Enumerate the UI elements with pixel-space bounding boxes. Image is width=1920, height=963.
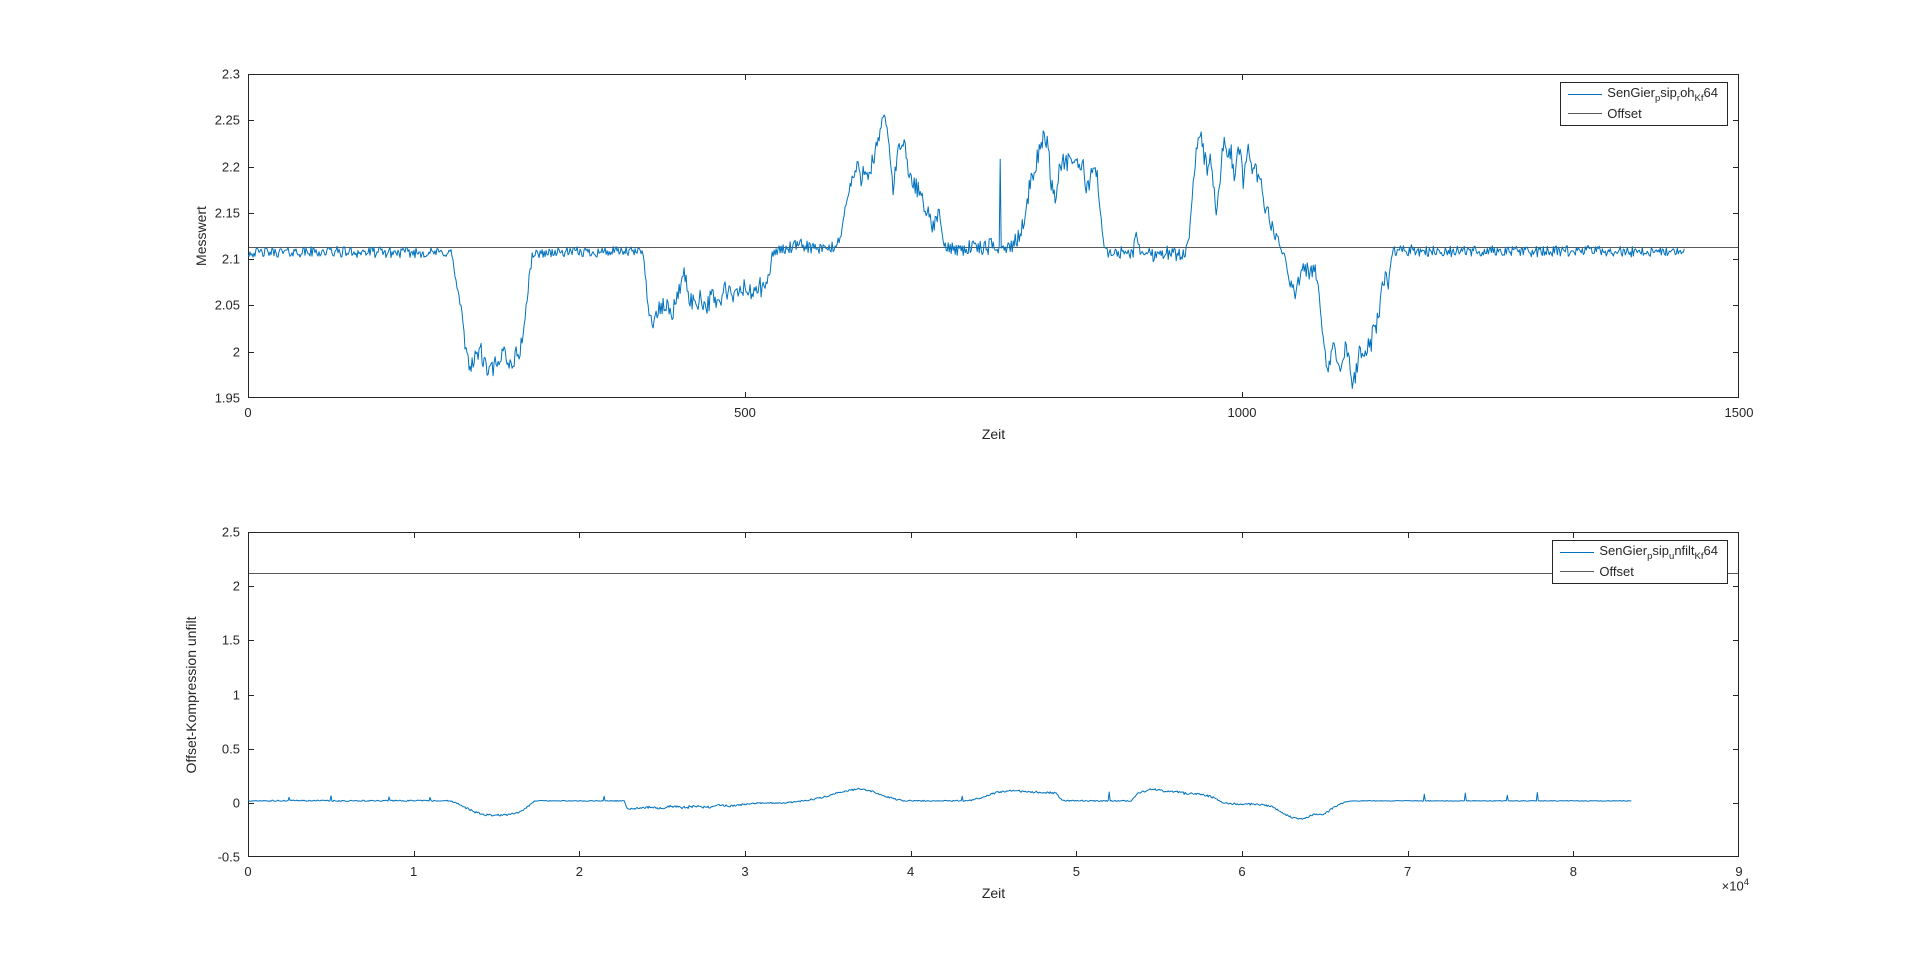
y-axis-label: Offset-Kompression unfilt bbox=[183, 616, 199, 773]
legend-label: Offset bbox=[1599, 564, 1634, 579]
legend: SenGierpsiprohKf64 Offset bbox=[1560, 82, 1728, 126]
y-tick-label: 2.2 bbox=[221, 159, 240, 175]
bottom-plot-canvas bbox=[248, 532, 1739, 857]
y-tick-label: -0.5 bbox=[217, 849, 240, 865]
x-tick-label: 9 bbox=[1735, 864, 1743, 879]
x-axis-label: Zeit bbox=[981, 426, 1006, 442]
x-tick-label: 1000 bbox=[1227, 405, 1257, 420]
x-axis-label: Zeit bbox=[981, 885, 1006, 901]
tick-marks bbox=[248, 74, 1739, 398]
legend-entry: Offset bbox=[1560, 562, 1718, 581]
y-tick-label: 0 bbox=[232, 795, 240, 811]
x-tick-label: 7 bbox=[1404, 864, 1412, 879]
top-plot: Messwert Zeit SenGierpsiprohKf64 Offset 0… bbox=[193, 67, 1753, 443]
axes-box bbox=[248, 532, 1739, 857]
y-tick-label: 2.1 bbox=[221, 251, 240, 267]
axes-box bbox=[248, 74, 1739, 398]
y-tick-label: 0.5 bbox=[221, 741, 240, 757]
legend-entry: SenGierpsipunfiltKf64 bbox=[1560, 543, 1718, 562]
x-tick-label: 500 bbox=[734, 405, 756, 420]
y-tick-label: 2.3 bbox=[221, 66, 240, 82]
x-tick-label: 1 bbox=[410, 864, 418, 879]
legend-line-sample bbox=[1568, 113, 1603, 114]
y-tick-label: 2.25 bbox=[214, 112, 240, 128]
y-tick-label: 2.5 bbox=[221, 524, 240, 540]
legend-line-sample bbox=[1560, 571, 1595, 572]
y-tick-label: 2.15 bbox=[214, 205, 240, 221]
bottom-plot: Offset-Kompression unfilt Zeit ×104 SenG… bbox=[183, 525, 1749, 902]
x-tick-label: 2 bbox=[575, 864, 583, 879]
y-tick-label: 1.5 bbox=[221, 632, 240, 648]
x-tick-label: 0 bbox=[244, 405, 252, 420]
legend-label: SenGierpsipunfiltKf64 bbox=[1599, 543, 1718, 562]
legend-label: Offset bbox=[1607, 106, 1642, 121]
tick-marks bbox=[248, 532, 1739, 857]
x-tick-label: 6 bbox=[1238, 864, 1246, 879]
x-tick-label: 0 bbox=[244, 864, 252, 879]
legend-label: SenGierpsiprohKf64 bbox=[1607, 85, 1718, 104]
y-axis-label: Messwert bbox=[193, 206, 209, 266]
legend-entry: SenGierpsiprohKf64 bbox=[1568, 85, 1718, 104]
x-tick-label: 8 bbox=[1569, 864, 1577, 879]
top-plot-canvas bbox=[248, 74, 1739, 398]
x-tick-label: 3 bbox=[741, 864, 749, 879]
x-tick-label: 5 bbox=[1072, 864, 1080, 879]
x-tick-label: 4 bbox=[907, 864, 915, 879]
series-line bbox=[248, 114, 1685, 389]
legend-entry: Offset bbox=[1568, 104, 1718, 123]
y-tick-label: 1.95 bbox=[214, 390, 240, 406]
y-tick-label: 1 bbox=[232, 687, 240, 702]
legend: SenGierpsipunfiltKf64 Offset bbox=[1552, 540, 1728, 584]
y-tick-label: 2 bbox=[232, 578, 240, 594]
x-axis-exponent-label: ×104 bbox=[1721, 877, 1749, 894]
series-line bbox=[248, 787, 1632, 820]
y-tick-label: 2 bbox=[232, 344, 240, 360]
legend-line-sample bbox=[1560, 552, 1595, 553]
legend-line-sample bbox=[1568, 94, 1603, 95]
y-tick-label: 2.05 bbox=[214, 297, 240, 313]
x-tick-label: 1500 bbox=[1724, 405, 1754, 420]
